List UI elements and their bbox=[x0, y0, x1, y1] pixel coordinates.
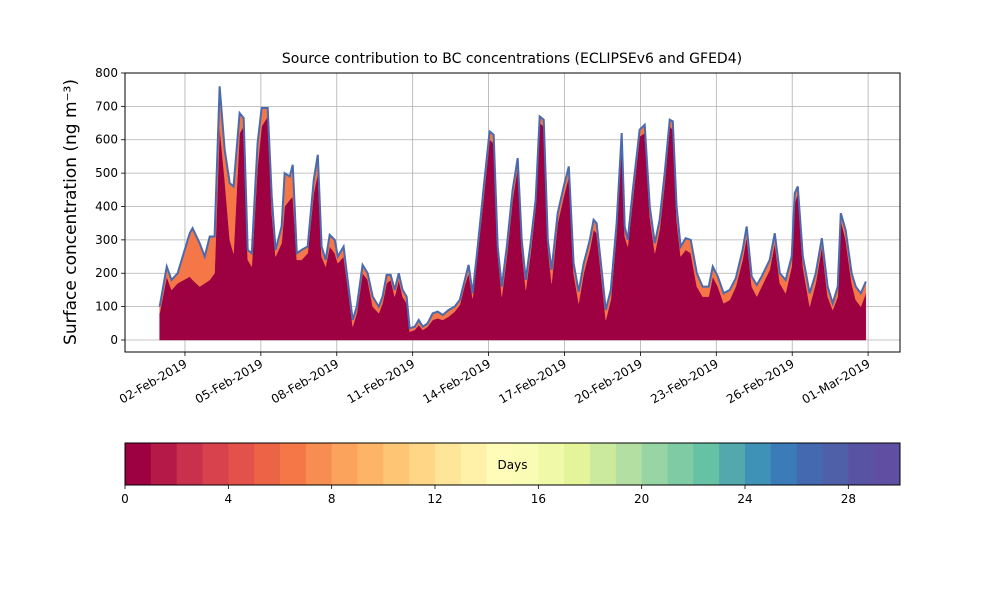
x-tick-label: 02-Feb-2019 bbox=[117, 356, 190, 406]
colorbar-cell bbox=[745, 443, 772, 485]
colorbar-cell bbox=[564, 443, 591, 485]
outline bbox=[158, 86, 867, 330]
colorbar-cell bbox=[176, 443, 203, 485]
x-tick-label: 23-Feb-2019 bbox=[648, 356, 721, 406]
colorbar-cell bbox=[848, 443, 875, 485]
colorbar-cell bbox=[822, 443, 849, 485]
colorbar-cell bbox=[667, 443, 694, 485]
x-tick-label: 11-Feb-2019 bbox=[345, 356, 418, 406]
colorbar-tick-label: 8 bbox=[328, 492, 336, 506]
colorbar-cell bbox=[874, 443, 901, 485]
colorbar-cell bbox=[641, 443, 668, 485]
colorbar-cell bbox=[280, 443, 307, 485]
y-tick-label: 100 bbox=[95, 300, 118, 314]
y-tick-label: 500 bbox=[95, 166, 118, 180]
colorbar-cell bbox=[150, 443, 178, 485]
y-axis-label: Surface concentration (ng m⁻³) bbox=[61, 79, 81, 345]
x-tick-label: 05-Feb-2019 bbox=[193, 356, 266, 406]
colorbar-cell bbox=[590, 443, 617, 485]
colorbar-tick-label: 12 bbox=[427, 492, 442, 506]
y-tick-label: 400 bbox=[95, 199, 118, 213]
y-tick-label: 0 bbox=[110, 333, 118, 347]
colorbar-cell bbox=[435, 443, 462, 485]
colorbar-cell bbox=[693, 443, 720, 485]
area bbox=[159, 115, 867, 341]
colorbar-cell bbox=[331, 443, 358, 485]
x-tick-label: 14-Feb-2019 bbox=[421, 356, 494, 406]
y-tick-label: 700 bbox=[95, 99, 118, 113]
colorbar-tick-label: 28 bbox=[841, 492, 856, 506]
colorbar-tick-label: 24 bbox=[737, 492, 752, 506]
colorbar-cell bbox=[357, 443, 384, 485]
x-tick-label: 01-Mar-2019 bbox=[800, 356, 873, 406]
x-tick-label: 26-Feb-2019 bbox=[724, 356, 797, 406]
colorbar-cell bbox=[512, 443, 539, 485]
colorbar: Days 0 4 8 12 16 20 24 28 bbox=[121, 442, 901, 506]
x-tick-label: 20-Feb-2019 bbox=[572, 356, 645, 406]
y-tick-label: 600 bbox=[95, 133, 118, 147]
colorbar-cell bbox=[125, 443, 152, 485]
colorbar-cell bbox=[383, 443, 410, 485]
colorbar-tick-label: 16 bbox=[531, 492, 546, 506]
chart-title: Source contribution to BC concentrations… bbox=[282, 51, 742, 67]
colorbar-cell bbox=[770, 443, 798, 485]
y-tick-label: 200 bbox=[95, 266, 118, 280]
colorbar-cell bbox=[486, 443, 513, 485]
colorbar-cell bbox=[460, 443, 488, 485]
colorbar-frame bbox=[124, 442, 901, 486]
colorbar-cell bbox=[615, 443, 643, 485]
colorbar-cell bbox=[409, 443, 436, 485]
colorbar-label: Days bbox=[498, 458, 528, 472]
colorbar-cell bbox=[254, 443, 281, 485]
colorbar-cell bbox=[305, 443, 333, 485]
y-tick-label: 300 bbox=[95, 233, 118, 247]
colorbar-cell bbox=[719, 443, 746, 485]
colorbar-cell bbox=[796, 443, 823, 485]
colorbar-tick-label: 0 bbox=[121, 492, 129, 506]
colorbar-tick-label: 4 bbox=[225, 492, 233, 506]
x-tick-label: 08-Feb-2019 bbox=[269, 356, 342, 406]
plot-area bbox=[125, 72, 900, 352]
y-tick-label: 800 bbox=[95, 66, 118, 80]
colorbar-cell bbox=[202, 443, 229, 485]
plot-frame bbox=[124, 72, 901, 353]
colorbar-cell bbox=[538, 443, 565, 485]
colorbar-cell bbox=[228, 443, 255, 485]
x-tick-label: 17-Feb-2019 bbox=[496, 356, 569, 406]
colorbar-tick-label: 20 bbox=[634, 492, 649, 506]
